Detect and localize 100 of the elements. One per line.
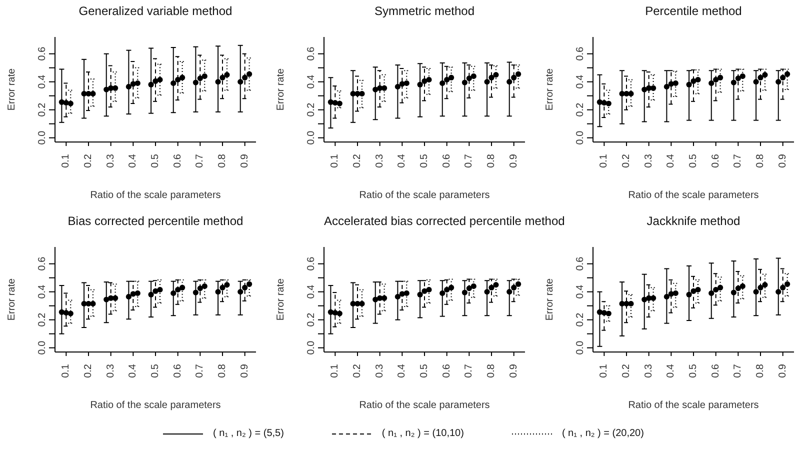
point <box>63 310 69 316</box>
point <box>220 74 226 80</box>
point <box>601 100 607 106</box>
y-tick-label: 0.6 <box>306 46 317 61</box>
x-tick-label: 0.3 <box>374 364 386 378</box>
point <box>104 86 110 92</box>
y-tick-label: 0.6 <box>37 256 48 271</box>
point <box>672 80 678 86</box>
x-tick-label: 0.8 <box>755 154 766 168</box>
point <box>440 80 446 86</box>
chart-title: Generalized variable method <box>78 4 234 18</box>
point <box>493 282 499 288</box>
point <box>426 286 432 292</box>
point <box>606 310 612 316</box>
point <box>170 80 176 86</box>
x-tick-label: 0.6 <box>172 154 184 168</box>
x-tick-label: 0.6 <box>441 154 452 168</box>
x-tick-label: 0.7 <box>464 154 475 168</box>
point <box>516 281 522 287</box>
y-tick-label: 0.2 <box>575 102 586 117</box>
point <box>372 296 378 302</box>
y-tick-label: 0.6 <box>575 256 586 271</box>
point <box>784 281 790 287</box>
point <box>238 79 244 85</box>
x-tick-label: 0.6 <box>710 154 722 168</box>
x-tick-label: 0.9 <box>239 364 250 378</box>
point <box>192 290 198 296</box>
point <box>238 289 244 295</box>
x-tick-label: 0.5 <box>688 364 699 378</box>
y-tick-label: 0.4 <box>575 74 586 89</box>
point <box>642 86 648 92</box>
y-tick-label: 0.6 <box>37 46 48 61</box>
x-tick-label: 0.4 <box>128 364 139 378</box>
x-axis-title: Ratio of the scale parameters <box>628 190 759 201</box>
point <box>202 73 208 79</box>
point <box>417 82 423 88</box>
x-tick-label: 0.5 <box>419 364 430 378</box>
point <box>90 90 96 96</box>
x-axis-title: Ratio of the scale parameters <box>359 400 490 411</box>
x-tick-label: 0.7 <box>194 364 206 378</box>
y-tick-label: 0.2 <box>306 312 317 327</box>
point <box>246 71 252 77</box>
point <box>718 74 724 80</box>
point <box>224 282 230 288</box>
point <box>215 289 221 295</box>
point <box>758 284 764 290</box>
point <box>372 86 378 92</box>
x-tick-label: 0.8 <box>755 364 766 378</box>
x-tick-label: 0.9 <box>239 154 250 168</box>
point <box>628 90 634 96</box>
x-tick-label: 0.9 <box>508 364 520 378</box>
legend-label: ( n₁ , n₂ ) = (10,10) <box>382 428 464 439</box>
point <box>404 290 410 296</box>
x-tick-label: 0.2 <box>83 364 94 378</box>
point <box>730 80 736 86</box>
point <box>394 294 400 300</box>
x-tick-label: 0.8 <box>486 154 497 168</box>
point <box>776 289 782 295</box>
point <box>718 284 724 290</box>
y-axis-title: Error rate <box>6 278 18 321</box>
point <box>148 292 154 298</box>
point <box>359 300 365 306</box>
y-tick-label: 0.0 <box>306 340 317 355</box>
x-tick-label: 0.6 <box>172 364 184 378</box>
point <box>382 85 388 91</box>
point <box>202 283 208 289</box>
y-tick-label: 0.4 <box>306 284 317 299</box>
point <box>126 84 132 90</box>
point <box>780 74 786 80</box>
x-tick-label: 0.4 <box>666 154 677 168</box>
chart-title: Jackknife method <box>646 214 742 228</box>
point <box>735 76 741 82</box>
x-tick-label: 0.2 <box>83 154 94 168</box>
point <box>444 286 450 292</box>
point <box>197 286 203 292</box>
point <box>104 296 110 302</box>
x-tick-label: 0.5 <box>688 154 699 168</box>
point <box>784 71 790 77</box>
point <box>382 295 388 301</box>
x-tick-label: 0.5 <box>419 154 430 168</box>
point <box>713 286 719 292</box>
x-tick-label: 0.7 <box>732 364 744 378</box>
point <box>448 74 454 80</box>
x-tick-label: 0.1 <box>598 154 610 168</box>
point <box>488 284 494 290</box>
y-tick-label: 0.6 <box>306 256 317 271</box>
chart-title: Accelerated bias corrected percentile method <box>324 214 565 228</box>
point <box>466 286 472 292</box>
point <box>242 74 248 80</box>
point <box>394 84 400 90</box>
x-tick-label: 0.3 <box>374 154 386 168</box>
point <box>484 289 490 295</box>
x-tick-label: 0.3 <box>105 154 116 168</box>
point <box>695 286 701 292</box>
point <box>148 82 154 88</box>
point <box>359 90 365 96</box>
chart-title: Symmetric method <box>373 4 476 18</box>
y-axis-title: Error rate <box>6 68 18 111</box>
x-tick-label: 0.1 <box>60 154 72 168</box>
y-tick-label: 0.0 <box>37 130 48 145</box>
